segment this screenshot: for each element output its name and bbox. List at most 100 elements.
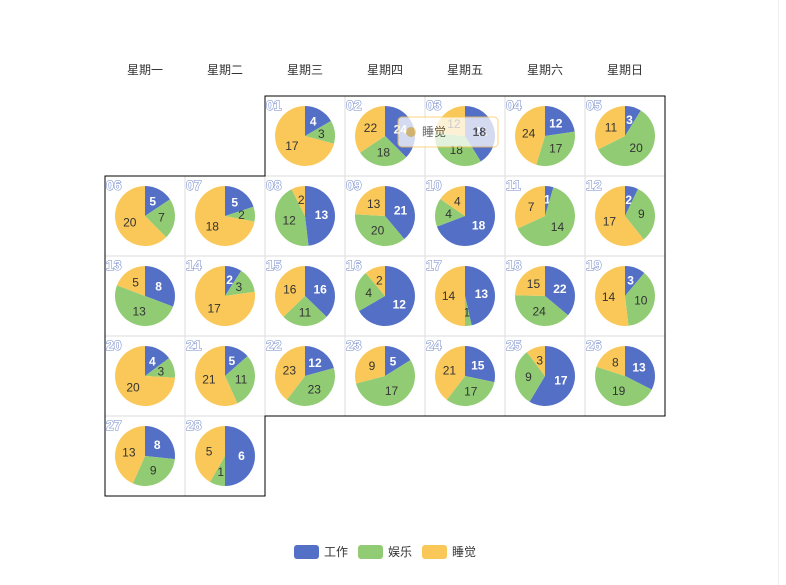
day-pie[interactable]: 29 17 xyxy=(595,186,655,246)
day-pie[interactable]: 13 122 xyxy=(274,186,336,246)
day-pie[interactable]: 8 9 13 xyxy=(114,426,175,486)
pie-slice[interactable] xyxy=(286,367,335,406)
pie-slice[interactable] xyxy=(145,426,175,460)
pie-slice[interactable] xyxy=(132,456,175,486)
pie-slice[interactable] xyxy=(365,266,385,296)
day-pie[interactable]: 310 14 xyxy=(595,266,655,326)
day-pie[interactable]: 12 42 xyxy=(355,266,415,326)
pie-slice[interactable] xyxy=(625,106,641,136)
pie-slice[interactable] xyxy=(115,285,174,327)
day-pie[interactable]: 114 7 xyxy=(515,186,575,247)
pie-slice[interactable] xyxy=(145,199,176,238)
pie-slice[interactable] xyxy=(145,266,176,307)
day-pie[interactable]: 8 13 5 xyxy=(115,266,176,327)
day-pie[interactable]: 52 18 xyxy=(195,186,255,246)
pie-slice[interactable] xyxy=(446,376,495,407)
pie-slice[interactable] xyxy=(225,356,256,404)
pie-slice[interactable] xyxy=(385,186,416,239)
pie-slice[interactable] xyxy=(305,106,331,136)
pie-slice[interactable] xyxy=(517,187,575,247)
pie-slice[interactable] xyxy=(359,266,415,326)
day-pie[interactable]: 13 19 8 xyxy=(594,346,656,407)
pie-slice[interactable] xyxy=(114,426,145,484)
day-pie[interactable]: 43 20 xyxy=(115,346,175,406)
pie-slice[interactable] xyxy=(145,186,170,216)
pie-slice[interactable] xyxy=(625,188,655,240)
pie-slice[interactable] xyxy=(274,189,309,246)
pie-slice[interactable] xyxy=(275,106,334,166)
pie-slice[interactable] xyxy=(115,346,175,406)
day-pie[interactable]: 57 20 xyxy=(115,186,176,246)
day-pie[interactable]: 22 24 15 xyxy=(515,266,576,327)
pie-slice[interactable] xyxy=(360,136,407,167)
day-pie[interactable]: 2 3 17 xyxy=(195,266,255,326)
pie-slice[interactable] xyxy=(436,186,496,247)
pie-slice[interactable] xyxy=(305,346,334,376)
pie-slice[interactable] xyxy=(210,456,225,486)
pie-slice[interactable] xyxy=(595,186,644,246)
pie-slice[interactable] xyxy=(355,273,385,311)
pie-slice[interactable] xyxy=(145,358,175,378)
pie-slice[interactable] xyxy=(526,346,545,376)
pie-slice[interactable] xyxy=(195,266,255,326)
day-pie[interactable]: 43 17 xyxy=(275,106,336,166)
pie-slice[interactable] xyxy=(515,295,569,327)
pie-slice[interactable] xyxy=(434,346,465,400)
pie-slice[interactable] xyxy=(354,346,385,384)
pie-slice[interactable] xyxy=(435,266,465,326)
pie-slice[interactable] xyxy=(195,426,225,482)
day-pie[interactable]: 21 20 13 xyxy=(355,186,416,247)
pie-slice[interactable] xyxy=(435,198,465,227)
pie-slice[interactable] xyxy=(595,266,629,326)
pie-slice[interactable] xyxy=(625,273,655,326)
pie-slice[interactable] xyxy=(385,346,411,376)
pie-slice[interactable] xyxy=(625,346,656,390)
pie-slice[interactable] xyxy=(145,346,170,376)
pie-slice[interactable] xyxy=(529,346,575,407)
pie-slice[interactable] xyxy=(355,106,385,153)
legend-swatch[interactable] xyxy=(294,545,319,559)
pie-slice[interactable] xyxy=(465,266,495,326)
pie-slice[interactable] xyxy=(545,266,576,316)
pie-slice[interactable] xyxy=(116,266,145,296)
legend-swatch[interactable] xyxy=(358,545,383,559)
pie-slice[interactable] xyxy=(515,352,545,402)
pie-slice[interactable] xyxy=(545,106,575,136)
pie-slice[interactable] xyxy=(225,270,255,296)
pie-slice[interactable] xyxy=(515,106,545,165)
day-pie[interactable]: 5 17 9 xyxy=(354,346,415,406)
pie-slice[interactable] xyxy=(283,296,327,326)
legend-item[interactable]: 睡觉 xyxy=(422,545,476,559)
pie-slice[interactable] xyxy=(440,186,465,216)
pie-slice[interactable] xyxy=(195,346,238,406)
pie-slice[interactable] xyxy=(594,366,652,407)
day-pie[interactable]: 12 17 24 xyxy=(515,106,575,166)
pie-slice[interactable] xyxy=(625,186,639,216)
legend-swatch[interactable] xyxy=(422,545,447,559)
pie-slice[interactable] xyxy=(305,121,336,144)
pie-slice[interactable] xyxy=(545,186,554,216)
pie-slice[interactable] xyxy=(465,296,472,326)
pie-slice[interactable] xyxy=(355,214,405,247)
pie-slice[interactable] xyxy=(195,186,255,246)
day-pie[interactable]: 3 20 11 xyxy=(595,106,655,166)
legend-label[interactable]: 睡觉 xyxy=(452,545,476,559)
pie-slice[interactable] xyxy=(225,206,255,222)
pie-slice[interactable] xyxy=(355,360,415,406)
pie-slice[interactable] xyxy=(595,106,625,150)
pie-slice[interactable] xyxy=(225,426,255,486)
pie-slice[interactable] xyxy=(305,186,336,246)
pie-slice[interactable] xyxy=(598,110,655,166)
pie-slice[interactable] xyxy=(305,266,336,317)
pie-slice[interactable] xyxy=(225,186,254,216)
pie-slice[interactable] xyxy=(596,346,625,376)
pie-slice[interactable] xyxy=(515,186,545,229)
legend-item[interactable]: 娱乐 xyxy=(358,545,412,559)
pie-slice[interactable] xyxy=(355,186,385,216)
day-pie[interactable]: 15 17 21 xyxy=(434,346,495,407)
pie-slice[interactable] xyxy=(291,186,305,216)
day-pie[interactable]: 615 xyxy=(195,426,255,486)
pie-slice[interactable] xyxy=(275,346,305,400)
